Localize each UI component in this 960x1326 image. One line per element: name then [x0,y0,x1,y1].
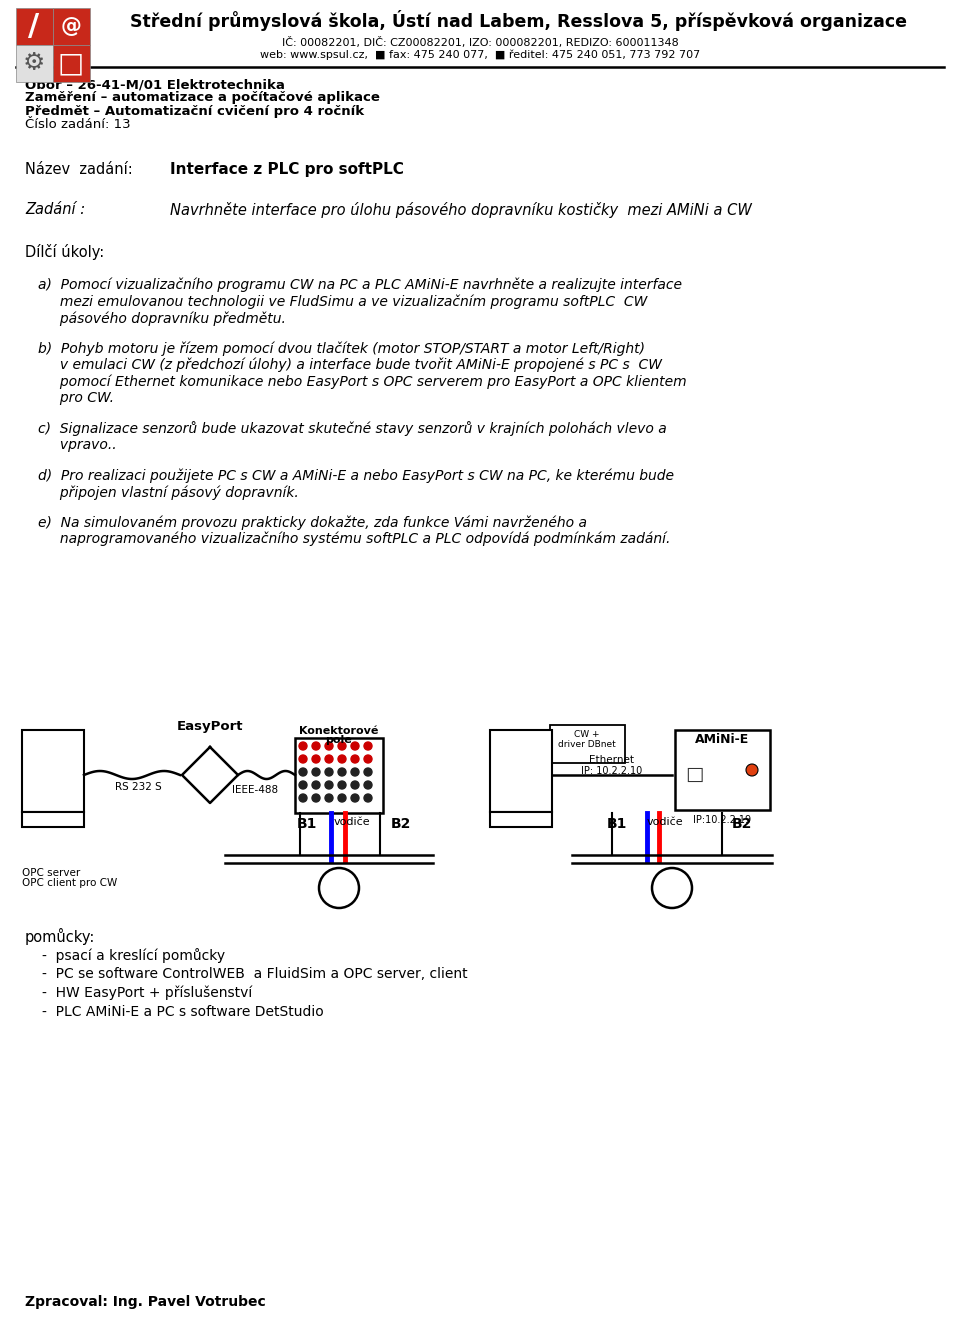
Text: pomůcky:: pomůcky: [25,928,95,945]
Text: B1: B1 [297,817,318,831]
Circle shape [325,743,333,751]
Text: OPC client pro CW: OPC client pro CW [22,878,117,888]
Text: □: □ [58,49,84,77]
Text: EasyPort: EasyPort [177,720,243,733]
Text: IP:10.2.2.19: IP:10.2.2.19 [693,815,751,825]
Text: naprogramovaného vizualizačního systému softPLC a PLC odpovídá podmínkám zadání.: naprogramovaného vizualizačního systému … [38,532,670,546]
Bar [675,731,770,810]
Circle shape [325,781,333,789]
Circle shape [364,754,372,762]
Text: -  HW EasyPort + příslušenství: - HW EasyPort + příslušenství [42,987,252,1001]
Text: -  psací a kreslící pomůcky: - psací a kreslící pomůcky [42,948,226,963]
Circle shape [652,869,692,908]
Text: Zadání :: Zadání : [25,202,85,217]
Text: Předmět – Automatizační cvičení pro 4 ročník: Předmět – Automatizační cvičení pro 4 ro… [25,105,364,118]
Circle shape [299,754,307,762]
Circle shape [364,743,372,751]
Text: připojen vlastní pásový dopravník.: připojen vlastní pásový dopravník. [38,485,299,500]
Circle shape [312,743,320,751]
Bar [53,8,90,45]
Text: OPC server: OPC server [22,869,81,878]
Circle shape [351,743,359,751]
Bar [22,731,84,812]
Text: -  PC se software ControlWEB  a FluidSim a OPC server, client: - PC se software ControlWEB a FluidSim a… [42,967,468,981]
Text: pomocí Ethernet komunikace nebo EasyPort s OPC serverem pro EasyPort a OPC klien: pomocí Ethernet komunikace nebo EasyPort… [38,374,686,389]
Text: pásového dopravníku předmětu.: pásového dopravníku předmětu. [38,312,286,325]
Text: web: www.spsul.cz,  ■ fax: 475 240 077,  ■ ředitel: 475 240 051, 773 792 707: web: www.spsul.cz, ■ fax: 475 240 077, ■… [260,50,700,61]
Text: mezi emulovanou technologii ve FludSimu a ve vizualizačním programu softPLC  CW: mezi emulovanou technologii ve FludSimu … [38,294,647,309]
Text: Zpracoval: Ing. Pavel Votrubec: Zpracoval: Ing. Pavel Votrubec [25,1296,266,1309]
Text: Název  zadání:: Název zadání: [25,162,132,176]
Circle shape [338,768,346,776]
Circle shape [312,781,320,789]
Circle shape [351,768,359,776]
Circle shape [312,794,320,802]
Text: IEEE-488: IEEE-488 [232,785,278,796]
Text: Číslo zadání: 13: Číslo zadání: 13 [25,118,131,131]
Text: IP: 10.2.2.10: IP: 10.2.2.10 [582,766,642,776]
Circle shape [299,781,307,789]
Text: CW +: CW + [574,731,600,739]
Circle shape [338,794,346,802]
Text: e)  Na simulovaném provozu prakticky dokažte, zda funkce Vámi navrženého a: e) Na simulovaném provozu prakticky doka… [38,516,587,530]
Text: v emulaci CW (z předchozí úlohy) a interface bude tvořit AMiNi-E propojené s PC : v emulaci CW (z předchozí úlohy) a inter… [38,358,662,373]
Text: AMiNi-E: AMiNi-E [695,733,749,747]
Circle shape [319,869,359,908]
Text: vodiče: vodiče [647,817,684,827]
Circle shape [351,794,359,802]
Circle shape [338,743,346,751]
Bar [22,812,84,827]
Circle shape [325,754,333,762]
Text: B1: B1 [607,817,628,831]
Circle shape [299,794,307,802]
Text: Obor – 26-41-M/01 Elektrotechnika: Obor – 26-41-M/01 Elektrotechnika [25,78,285,91]
Text: vodiče: vodiče [334,817,371,827]
Text: a)  Pomocí vizualizačního programu CW na PC a PLC AMiNi-E navrhněte a realizujte: a) Pomocí vizualizačního programu CW na … [38,278,682,293]
Circle shape [351,781,359,789]
Circle shape [364,768,372,776]
Text: Interface z PLC pro softPLC: Interface z PLC pro softPLC [170,162,404,176]
Circle shape [299,768,307,776]
Text: c)  Signalizace senzorů bude ukazovat skutečné stavy senzorů v krajních polohách: c) Signalizace senzorů bude ukazovat sku… [38,422,667,436]
Text: Navrhněte interface pro úlohu pásového dopravníku kostičky  mezi AMiNi a CW: Navrhněte interface pro úlohu pásového d… [170,202,752,217]
Circle shape [338,781,346,789]
Text: -  PLC AMiNi-E a PC s software DetStudio: - PLC AMiNi-E a PC s software DetStudio [42,1005,324,1018]
Text: driver DBnet: driver DBnet [558,740,616,749]
Text: Dílčí úkoly:: Dílčí úkoly: [25,244,105,260]
Circle shape [325,794,333,802]
Circle shape [338,754,346,762]
Text: IČ: 00082201, DIČ: CZ00082201, IZO: 000082201, REDIZO: 600011348: IČ: 00082201, DIČ: CZ00082201, IZO: 0000… [281,37,679,48]
Text: B2: B2 [391,817,412,831]
Text: @: @ [60,16,82,36]
Circle shape [312,768,320,776]
Text: pole: pole [325,735,352,745]
Text: pro CW.: pro CW. [38,391,114,404]
Text: RS 232 S: RS 232 S [115,782,161,792]
Text: b)  Pohyb motoru je řízem pomocí dvou tlačítek (motor STOP/START a motor Left/Ri: b) Pohyb motoru je řízem pomocí dvou tla… [38,342,645,355]
Text: □: □ [685,765,704,784]
Circle shape [364,781,372,789]
Text: Konektorové: Konektorové [300,727,378,736]
Text: /: / [29,12,39,41]
Circle shape [746,764,758,776]
Text: ⚙: ⚙ [23,50,45,76]
Text: Střední průmyslová škola, Ústí nad Labem, Resslova 5, příspěvková organizace: Střední průmyslová škola, Ústí nad Labem… [130,11,907,30]
Bar [490,731,552,812]
Circle shape [299,743,307,751]
Bar [53,45,90,82]
Bar [490,812,552,827]
Bar [16,45,53,82]
Circle shape [364,794,372,802]
Text: Ethernet: Ethernet [589,754,635,765]
Bar [16,8,53,45]
Text: vpravo..: vpravo.. [38,438,116,452]
Circle shape [325,768,333,776]
Bar [550,725,625,762]
Bar [295,739,383,813]
Text: B2: B2 [732,817,753,831]
Text: d)  Pro realizaci použijete PC s CW a AMiNi-E a nebo EasyPort s CW na PC, ke kte: d) Pro realizaci použijete PC s CW a AMi… [38,468,674,483]
Circle shape [351,754,359,762]
Text: Zaměření – automatizace a počítačové aplikace: Zaměření – automatizace a počítačové apl… [25,91,380,105]
Circle shape [312,754,320,762]
